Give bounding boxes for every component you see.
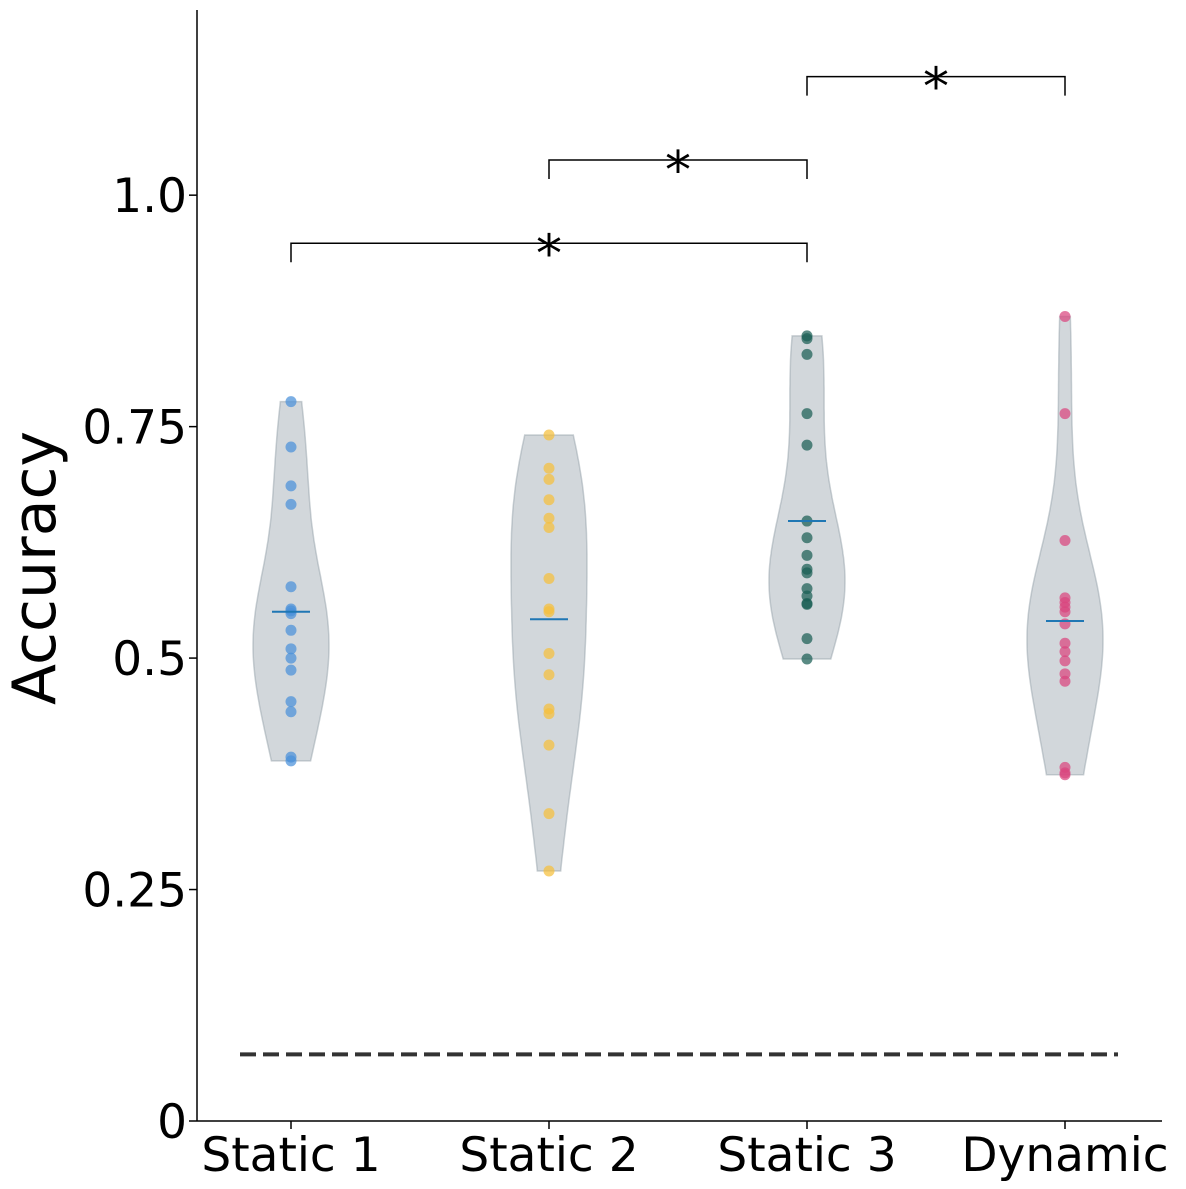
data-point-2-10 [543, 647, 555, 659]
data-point-1-4 [285, 498, 297, 510]
data-point-3-2 [801, 333, 813, 345]
data-point-2-4 [543, 494, 555, 506]
data-point-3-16 [801, 653, 813, 665]
significance-layer: * * * [290, 58, 1066, 284]
data-point-2-5 [543, 512, 555, 524]
data-point-4-9 [1059, 637, 1071, 649]
data-point-4-13 [1059, 675, 1071, 687]
data-point-1-1 [285, 396, 297, 408]
data-point-2-9 [543, 606, 555, 618]
data-point-1-12 [285, 664, 297, 676]
data-point-1-9 [285, 624, 297, 636]
data-point-4-11 [1059, 655, 1071, 667]
data-point-3-10 [801, 567, 813, 579]
data-point-2-3 [543, 473, 555, 485]
data-point-4-10 [1059, 646, 1071, 658]
data-point-2-14 [543, 739, 555, 751]
data-point-3-7 [801, 532, 813, 544]
data-point-3-8 [801, 549, 813, 561]
data-point-2-7 [543, 572, 555, 584]
data-point-4-16 [1059, 769, 1071, 781]
data-point-2-15 [543, 808, 555, 820]
data-point-1-2 [285, 441, 297, 453]
data-point-1-14 [285, 706, 297, 718]
data-point-2-11 [543, 669, 555, 681]
data-point-3-5 [801, 439, 813, 451]
data-point-4-2 [1059, 408, 1071, 420]
data-point-3-14 [801, 598, 813, 610]
violin-layer [252, 315, 1104, 872]
significance-star-1: * [536, 224, 562, 284]
significance-bracket-1 [290, 242, 808, 263]
data-point-3-4 [801, 408, 813, 420]
data-point-1-8 [285, 608, 297, 620]
data-point-3-3 [801, 348, 813, 360]
y-tick-label-5: 1.0 [112, 169, 187, 224]
data-point-2-1 [543, 429, 555, 441]
significance-star-3: * [923, 58, 949, 118]
y-tick-label-3: 0.5 [112, 632, 187, 687]
y-tick-label-2: 0.25 [82, 864, 187, 919]
significance-star-2: * [665, 141, 691, 201]
data-point-4-1 [1059, 310, 1071, 322]
data-point-1-16 [285, 755, 297, 767]
y-axis-label: Accuracy [0, 431, 70, 705]
x-tick-label-4: Dynamic [961, 1128, 1168, 1183]
data-point-2-13 [543, 708, 555, 720]
y-tick-label-4: 0.75 [82, 401, 187, 456]
data-point-1-3 [285, 480, 297, 492]
data-point-4-3 [1059, 535, 1071, 547]
x-tick-label-3: Static 3 [717, 1128, 896, 1183]
data-point-2-16 [543, 865, 555, 877]
data-point-4-8 [1059, 618, 1071, 630]
x-tick-label-2: Static 2 [459, 1128, 638, 1183]
significance-bracket-3 [806, 75, 1066, 96]
data-point-4-7 [1059, 606, 1071, 618]
axes-layer: 0 0.25 0.5 0.75 1.0 Static 1 Static 2 Static 3 D… [82, 10, 1169, 1183]
data-point-2-6 [543, 522, 555, 534]
medians-layer [272, 520, 1084, 623]
violin-1 [252, 400, 330, 762]
significance-bracket-2 [548, 159, 808, 179]
points-layer [285, 310, 1071, 877]
data-point-2-2 [543, 462, 555, 474]
data-point-1-5 [285, 581, 297, 593]
data-point-1-13 [285, 696, 297, 708]
data-point-3-15 [801, 633, 813, 645]
y-tick-label-1: 0 [157, 1095, 187, 1150]
x-tick-label-1: Static 1 [201, 1128, 380, 1183]
violin-3 [768, 335, 846, 660]
data-point-1-10 [285, 643, 297, 655]
data-point-1-11 [285, 652, 297, 664]
